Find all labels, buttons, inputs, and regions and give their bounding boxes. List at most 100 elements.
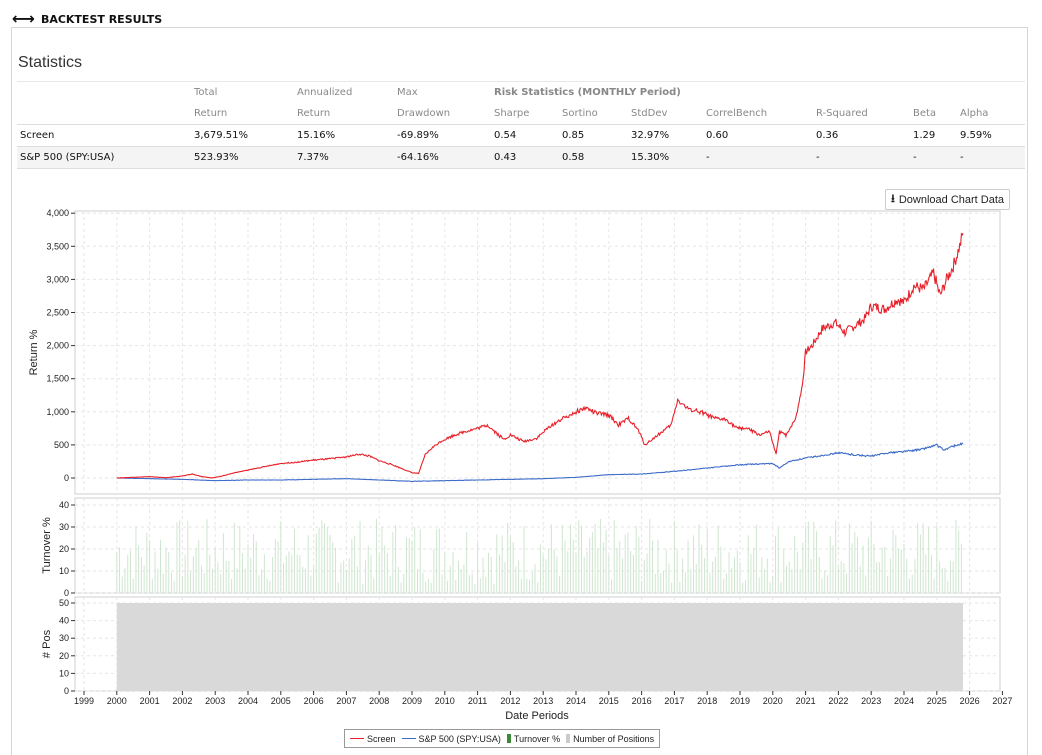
x-tick-label: 2000 [107, 696, 127, 706]
x-tick-label: 2010 [435, 696, 455, 706]
y-axis-label: # Pos [41, 629, 53, 658]
table-cell: 9.59% [957, 124, 1025, 147]
table-header-row-bottom: Return Return Drawdown Sharpe Sortino St… [17, 103, 1025, 125]
y-tick-label: 0 [64, 473, 69, 483]
x-tick-label: 2025 [927, 696, 947, 706]
x-tick-label: 2005 [271, 696, 291, 706]
col-header: StdDev [631, 108, 668, 119]
series-line-screen [116, 232, 964, 479]
y-tick-label: 2,000 [46, 341, 69, 351]
risk-statistics-header: Risk Statistics (MONTHLY Period) [491, 81, 1025, 103]
legend-label: S&P 500 (SPY:USA) [418, 733, 501, 744]
x-tick-label: 2001 [140, 696, 160, 706]
row-name: S&P 500 (SPY:USA) [17, 146, 191, 169]
legend-label: Turnover % [513, 733, 561, 744]
table-cell: - [703, 146, 813, 169]
legend-bar-swatch [566, 734, 571, 743]
legend-label: Number of Positions [573, 733, 655, 744]
x-tick-label: 2008 [369, 696, 389, 706]
table-cell: -64.16% [394, 146, 491, 169]
x-tick-label: 2018 [697, 696, 717, 706]
col-header: Alpha [960, 108, 989, 119]
legend-item-turnover[interactable]: Turnover % [506, 733, 561, 744]
table-row: S&P 500 (SPY:USA) 523.93% 7.37% -64.16% … [17, 146, 1025, 169]
x-tick-label: 2004 [238, 696, 258, 706]
col-header-top: Max [394, 81, 491, 103]
y-tick-label: 3,000 [46, 274, 69, 284]
y-tick-label: 1,500 [46, 374, 69, 384]
legend-item-screen[interactable]: Screen [350, 734, 396, 744]
plot-area-1 [74, 497, 1001, 594]
x-tick-label: 2024 [894, 696, 914, 706]
x-tick-label: 2023 [861, 696, 881, 706]
legend-bar-swatch [506, 734, 511, 743]
y-tick-label: 20 [59, 651, 69, 661]
col-header: Return [297, 108, 331, 119]
x-tick-label: 2003 [205, 696, 225, 706]
statistics-title: Statistics [18, 54, 83, 71]
y-axis-label: Turnover % [41, 517, 53, 574]
table-cell: 0.60 [703, 124, 813, 147]
table-cell: 0.43 [491, 146, 559, 169]
y-tick-label: 500 [54, 440, 69, 450]
y-tick-label: 10 [59, 668, 69, 678]
y-tick-label: 30 [59, 522, 69, 532]
statistics-table: Total Annualized Max Risk Statistics (MO… [17, 81, 1025, 169]
legend-line-swatch [401, 738, 416, 739]
table-row: Screen 3,679.51% 15.16% -69.89% 0.54 0.8… [17, 124, 1025, 147]
table-cell: 523.93% [191, 146, 294, 169]
x-tick-label: 2002 [172, 696, 192, 706]
page-title: BACKTEST RESULTS [40, 12, 163, 26]
legend-item-sp500[interactable]: S&P 500 (SPY:USA) [401, 733, 501, 744]
x-tick-label: 2011 [468, 696, 487, 706]
col-header-top: Annualized [294, 81, 394, 103]
col-header: Sharpe [494, 108, 530, 119]
col-header: Sortino [562, 108, 598, 119]
download-button-label: Download Chart Data [898, 193, 1005, 206]
col-header: R-Squared [816, 108, 868, 119]
x-tick-label: 2009 [402, 696, 422, 706]
y-tick-label: 4,000 [46, 208, 69, 218]
x-axis-label: Date Periods [505, 710, 569, 722]
table-cell: - [957, 146, 1025, 169]
table-cell: - [910, 146, 957, 169]
download-icon: ⭳ [891, 193, 895, 205]
y-tick-label: 3,500 [46, 241, 69, 251]
table-cell: 3,679.51% [191, 124, 294, 147]
legend-label: Screen [367, 733, 396, 744]
positions-area [116, 603, 964, 691]
x-tick-label: 2016 [632, 696, 652, 706]
table-cell: - [813, 146, 910, 169]
x-tick-label: 2012 [500, 696, 520, 706]
y-tick-label: 2,500 [46, 308, 69, 318]
y-tick-label: 30 [59, 633, 69, 643]
table-header-row-top: Total Annualized Max Risk Statistics (MO… [17, 81, 1025, 103]
table-cell: 7.37% [294, 146, 394, 169]
x-tick-label: 2014 [566, 696, 586, 706]
y-tick-label: 20 [59, 544, 69, 554]
y-tick-label: 0 [64, 588, 69, 598]
y-tick-label: 40 [59, 616, 69, 626]
x-tick-label: 2027 [992, 696, 1012, 706]
legend-item-positions[interactable]: Number of Positions [566, 734, 654, 744]
y-axis-label: Return % [28, 329, 40, 375]
x-tick-label: 2013 [533, 696, 553, 706]
x-tick-label: 1999 [74, 696, 94, 706]
col-header: Return [194, 108, 228, 119]
download-chart-data-button[interactable]: ⭳ Download Chart Data [885, 189, 1011, 210]
table-cell: 32.97% [628, 124, 703, 147]
plot-area-0 [74, 210, 1001, 495]
x-tick-label: 2017 [664, 696, 684, 706]
horizontal-arrows-icon[interactable]: ⟷ [12, 9, 35, 28]
table-cell: 0.58 [559, 146, 628, 169]
legend-line-swatch [350, 738, 364, 739]
series-line-s-p-500-spy-usa- [116, 442, 964, 482]
table-cell: -69.89% [394, 124, 491, 147]
col-header: Drawdown [397, 108, 451, 119]
col-header: CorrelBench [706, 108, 768, 119]
results-panel: Statistics Total Annualized Max Risk Sta… [11, 27, 1028, 755]
table-cell: 0.85 [559, 124, 628, 147]
y-tick-label: 40 [59, 500, 69, 510]
table-cell: 1.29 [910, 124, 957, 147]
chart-legend[interactable]: Screen S&P 500 (SPY:USA) Turnover % Numb… [344, 729, 661, 748]
